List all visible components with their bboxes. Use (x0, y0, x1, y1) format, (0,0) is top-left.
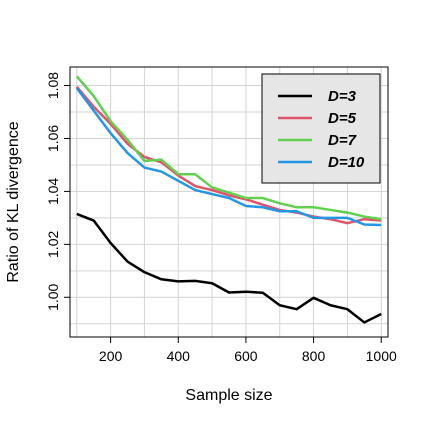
plot-area-border (69, 66, 389, 338)
series-line-d5 (75, 86, 382, 225)
legend: D=3 D=5 D=7 D=10 (261, 73, 381, 184)
x-tick-label: 600 (234, 348, 258, 364)
y-tick-label: 1.06 (45, 125, 61, 152)
legend-item: D=3 (278, 88, 357, 105)
x-tick-label: 400 (167, 348, 191, 364)
x-axis-title: Sample size (185, 387, 272, 404)
series-lines (75, 75, 382, 324)
legend-box (261, 73, 381, 184)
grid (70, 67, 388, 337)
legend-item: D=7 (278, 132, 357, 149)
legend-label: D=3 (328, 88, 357, 105)
series-line-d7 (75, 75, 382, 221)
y-tick-label: 1.02 (45, 231, 61, 258)
y-axis: 1.00 1.02 1.04 1.06 1.08 (45, 72, 70, 311)
series-line-d3 (76, 212, 382, 324)
x-axis: 200 400 600 800 1000 (99, 337, 397, 364)
legend-item: D=10 (278, 154, 365, 171)
y-tick-label: 1.00 (45, 283, 61, 310)
series-line-d10 (75, 87, 382, 227)
x-tick-label: 800 (302, 348, 326, 364)
legend-label: D=10 (328, 154, 365, 171)
legend-label: D=5 (328, 110, 357, 127)
y-tick-label: 1.04 (45, 178, 61, 205)
y-axis-title: Ratio of KL divergence (5, 121, 22, 282)
y-tick-label: 1.08 (45, 72, 61, 99)
legend-label: D=7 (328, 132, 357, 149)
x-tick-label: 1000 (366, 348, 397, 364)
x-tick-label: 200 (99, 348, 123, 364)
legend-item: D=5 (278, 110, 357, 127)
